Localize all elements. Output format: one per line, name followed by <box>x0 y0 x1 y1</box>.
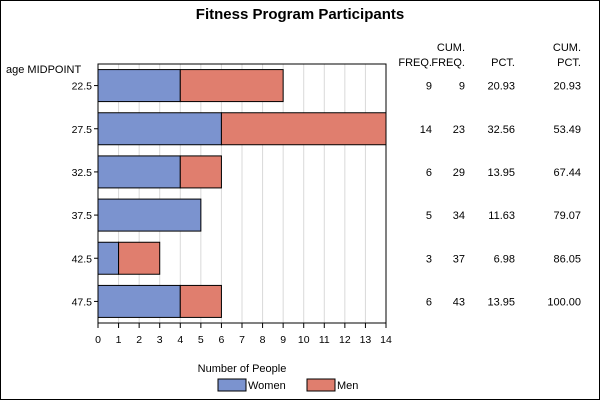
table-cell: 13.95 <box>487 167 515 179</box>
x-tick-label: 14 <box>380 334 392 346</box>
bar-men-27-5 <box>220 112 387 146</box>
x-tick-label: 7 <box>239 334 245 346</box>
bar-women-22-5 <box>97 69 181 103</box>
table-cell: 3 <box>426 253 432 265</box>
x-tick-label: 0 <box>95 334 101 346</box>
y-tick-label: 22.5 <box>72 81 93 93</box>
table-cell: 6 <box>426 296 432 308</box>
x-tick-label: 2 <box>136 334 142 346</box>
bar-men-42-5 <box>118 241 161 275</box>
bar-men-32-5 <box>179 155 222 189</box>
table-cell: 11.63 <box>488 210 515 222</box>
table-cell: 6.98 <box>494 253 515 265</box>
y-tick-label: 37.5 <box>72 210 93 222</box>
table-cell: 23 <box>453 124 465 136</box>
x-tick-label: 6 <box>219 334 225 346</box>
table-header-line1: CUM. <box>437 42 465 54</box>
table-cell: 53.49 <box>553 124 581 136</box>
table-cell: 32.56 <box>487 124 515 136</box>
bar-women-47-5 <box>97 284 181 318</box>
y-tick-label: 42.5 <box>72 253 93 265</box>
x-tick-label: 3 <box>157 334 163 346</box>
legend-label-women: Women <box>248 380 286 392</box>
table-header-line2: PCT. <box>491 57 515 69</box>
table-cell: 20.93 <box>553 81 581 93</box>
table-header-line2: FREQ. <box>398 57 432 69</box>
legend-swatch-men <box>306 378 336 392</box>
x-tick-label: 8 <box>260 334 266 346</box>
table-cell: 20.93 <box>487 81 515 93</box>
table-cell: 79.07 <box>553 210 581 222</box>
x-tick-label: 11 <box>319 334 330 346</box>
bar-women-27-5 <box>97 112 222 146</box>
table-cell: 67.44 <box>553 167 581 179</box>
table-cell: 100.00 <box>547 296 581 308</box>
x-tick-label: 10 <box>298 334 310 346</box>
table-cell: 5 <box>426 210 432 222</box>
table-cell: 14 <box>420 124 432 136</box>
table-cell: 37 <box>453 253 465 265</box>
chart-title: Fitness Program Participants <box>196 6 404 23</box>
table-cell: 29 <box>453 167 465 179</box>
table-cell: 13.95 <box>487 296 515 308</box>
x-tick-label: 12 <box>339 334 351 346</box>
legend-swatch-women <box>217 378 247 392</box>
table-cell: 9 <box>426 81 432 93</box>
bar-men-47-5 <box>179 284 222 318</box>
table-cell: 6 <box>426 167 432 179</box>
table-cell: 86.05 <box>553 253 581 265</box>
x-tick-label: 9 <box>280 334 286 346</box>
legend-label-men: Men <box>337 380 358 392</box>
table-cell: 34 <box>453 210 465 222</box>
x-axis-label: Number of People <box>198 363 287 375</box>
table-header-line2: PCT. <box>557 57 581 69</box>
x-tick-label: 13 <box>360 334 372 346</box>
bar-men-22-5 <box>179 69 284 103</box>
y-axis-label: age MIDPOINT <box>6 64 81 76</box>
y-tick-label: 47.5 <box>72 296 93 308</box>
table-header-line2: FREQ. <box>431 57 465 69</box>
bar-women-32-5 <box>97 155 181 189</box>
table-cell: 9 <box>459 81 465 93</box>
table-cell: 43 <box>453 296 465 308</box>
y-tick-label: 32.5 <box>72 167 93 179</box>
x-tick-label: 5 <box>198 334 204 346</box>
x-tick-label: 1 <box>116 334 122 346</box>
bar-women-37-5 <box>97 198 202 232</box>
x-tick-label: 4 <box>177 334 183 346</box>
y-tick-label: 27.5 <box>72 124 93 136</box>
bar-women-42-5 <box>97 241 120 275</box>
table-header-line1: CUM. <box>553 42 581 54</box>
